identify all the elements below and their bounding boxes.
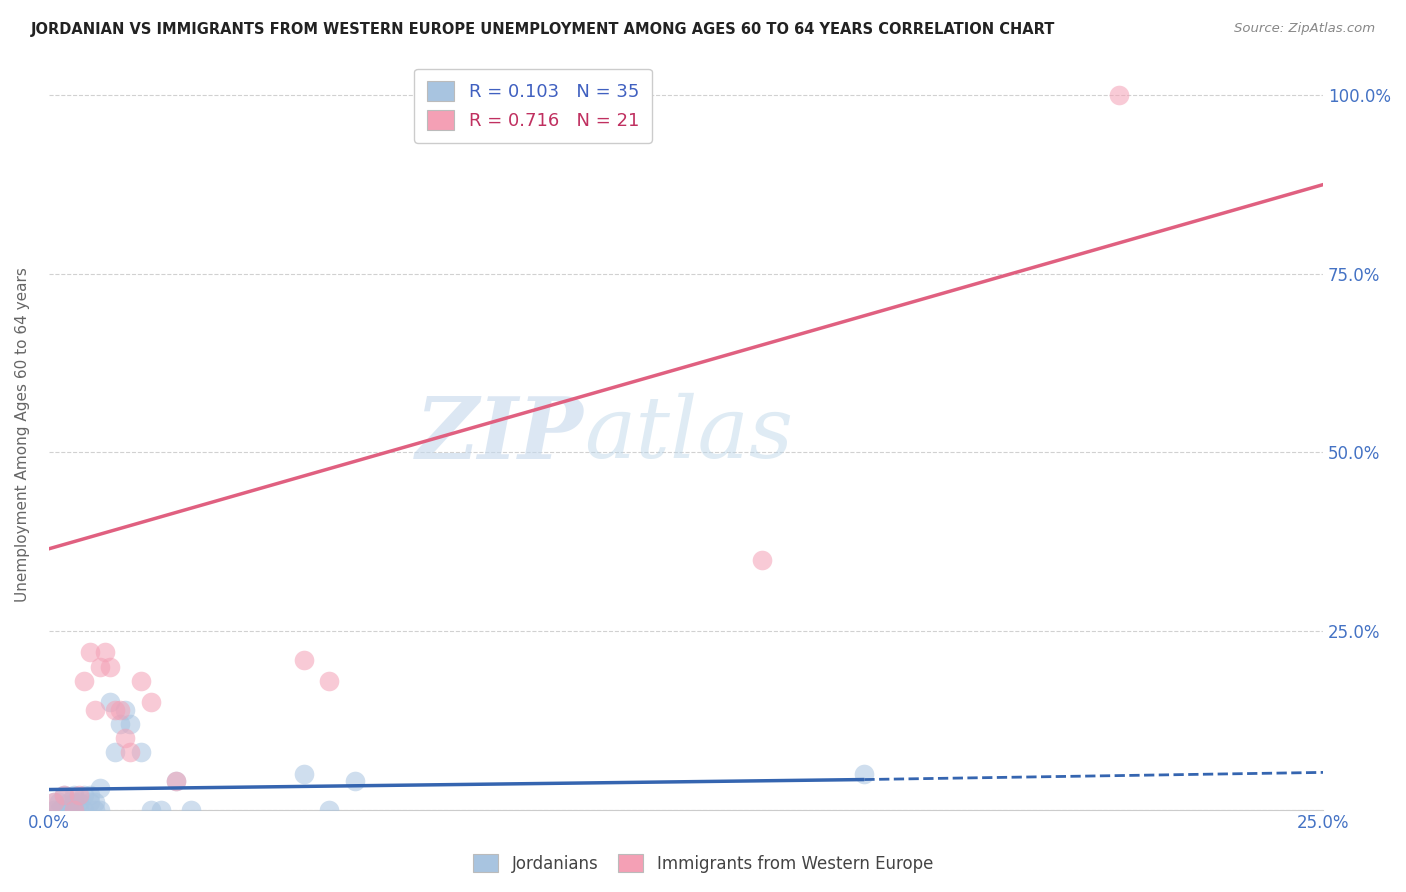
Point [751,552,773,566]
Point [1108,88,1130,103]
Point [98,695,121,709]
Point [165,774,187,789]
Text: Source: ZipAtlas.com: Source: ZipAtlas.com [1234,22,1375,36]
Point [120,716,142,731]
Point [73,673,96,688]
Point [79,789,101,803]
Point [94,645,117,659]
Text: JORDANIAN VS IMMIGRANTS FROM WESTERN EUROPE UNEMPLOYMENT AMONG AGES 60 TO 64 YEA: JORDANIAN VS IMMIGRANTS FROM WESTERN EUR… [31,22,1056,37]
Point [48,803,70,817]
Text: ZIP: ZIP [416,392,583,476]
Legend: R = 0.103   N = 35, R = 0.716   N = 21: R = 0.103 N = 35, R = 0.716 N = 21 [415,69,651,143]
Point [180,803,202,817]
Point [79,645,101,659]
Point [853,767,876,781]
Point [63,803,86,817]
Point [53,789,76,803]
Point [129,673,152,688]
Point [114,702,136,716]
Point [73,789,96,803]
Point [343,774,366,789]
Point [104,745,127,759]
Point [42,803,65,817]
Point [83,803,105,817]
Point [73,803,96,817]
Point [42,796,65,810]
Point [139,695,162,709]
Legend: Jordanians, Immigrants from Western Europe: Jordanians, Immigrants from Western Euro… [467,847,939,880]
Point [165,774,187,789]
Point [67,789,90,803]
Text: atlas: atlas [583,393,793,476]
Point [89,803,111,817]
Point [79,796,101,810]
Point [42,796,65,810]
Point [318,803,340,817]
Point [292,652,315,666]
Point [58,796,80,810]
Point [53,803,76,817]
Point [318,673,340,688]
Point [48,796,70,810]
Point [129,745,152,759]
Point [83,796,105,810]
Point [120,745,142,759]
Point [139,803,162,817]
Point [108,702,131,716]
Point [104,702,127,716]
Point [108,716,131,731]
Point [67,796,90,810]
Point [63,803,86,817]
Point [149,803,172,817]
Point [114,731,136,745]
Point [63,796,86,810]
Point [292,767,315,781]
Point [89,659,111,673]
Point [58,803,80,817]
Point [98,659,121,673]
Point [89,781,111,796]
Point [83,702,105,716]
Y-axis label: Unemployment Among Ages 60 to 64 years: Unemployment Among Ages 60 to 64 years [15,267,30,602]
Point [53,789,76,803]
Point [67,803,90,817]
Point [63,789,86,803]
